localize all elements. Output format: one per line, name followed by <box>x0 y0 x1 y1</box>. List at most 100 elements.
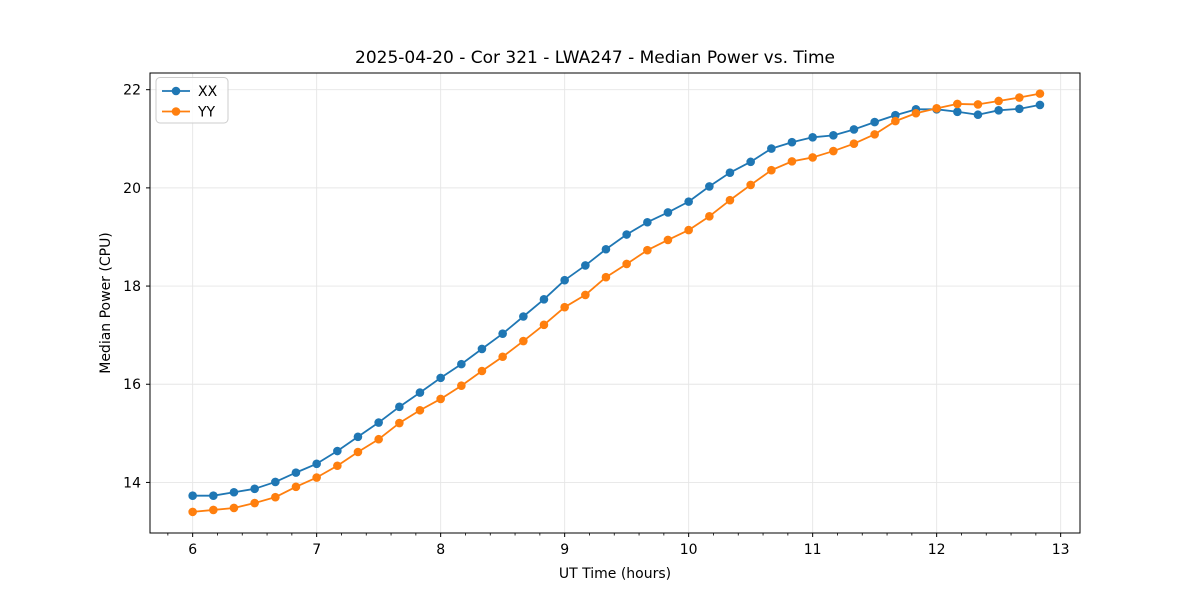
series-yy-marker <box>849 139 859 148</box>
series-xx-marker <box>787 137 797 147</box>
series-xx-marker <box>250 484 259 494</box>
legend: XX YY <box>155 77 229 124</box>
series-yy <box>188 89 1045 517</box>
series-yy-marker <box>1015 93 1024 102</box>
y-tick-label: 18 <box>123 279 141 295</box>
series-xx-marker <box>498 329 507 338</box>
series-yy-marker <box>953 99 962 109</box>
series-yy-marker <box>498 352 507 362</box>
series-yy-marker <box>229 503 239 513</box>
series-yy-marker <box>539 320 549 330</box>
series-xx-marker <box>560 275 569 285</box>
series-xx-marker <box>891 110 900 120</box>
x-tick-label: 13 <box>1052 542 1070 558</box>
series-yy-marker <box>333 461 342 471</box>
series-xx-marker <box>333 446 342 456</box>
legend-marker-yy <box>171 107 181 116</box>
data-series <box>188 89 1045 517</box>
x-tick-label: 12 <box>928 542 946 558</box>
series-xx-marker <box>415 388 425 397</box>
legend-frame <box>155 77 229 124</box>
series-xx-marker <box>725 168 735 177</box>
series-xx-marker <box>581 261 590 270</box>
series-yy-marker <box>808 153 817 162</box>
series-xx-marker <box>767 144 776 153</box>
series-yy-marker <box>374 434 383 444</box>
series-xx-marker <box>870 117 879 127</box>
series-yy-marker <box>353 447 363 457</box>
series-yy-marker <box>829 146 838 156</box>
x-axis-label: UT Time (hours) <box>559 566 671 582</box>
series-xx-marker <box>849 125 859 134</box>
x-tick-label: 9 <box>560 542 569 558</box>
series-yy-marker <box>911 108 921 118</box>
x-tick-label: 8 <box>436 542 445 558</box>
series-yy-marker <box>581 290 590 300</box>
series-xx-marker <box>539 295 549 304</box>
series-yy-marker <box>663 235 673 245</box>
series-xx-marker <box>1015 104 1024 114</box>
series-yy-marker <box>932 104 941 113</box>
series-yy-marker <box>973 100 983 109</box>
series-xx-marker <box>209 491 218 500</box>
series-xx-marker <box>808 133 817 142</box>
series-yy-marker <box>684 225 693 235</box>
series-yy-marker <box>209 505 218 515</box>
series-yy-marker <box>870 130 879 139</box>
series-yy-marker <box>601 272 611 282</box>
series-xx-marker <box>229 487 239 497</box>
series-yy-marker <box>746 180 755 190</box>
legend-label-xx: XX <box>198 84 218 100</box>
y-tick-label: 20 <box>123 181 141 197</box>
series-yy-marker <box>188 507 197 517</box>
series-yy-marker <box>705 212 714 221</box>
series-xx-marker <box>973 110 983 120</box>
series-xx-marker <box>953 107 962 117</box>
series-xx-marker <box>188 491 197 500</box>
legend-label-yy: YY <box>197 105 216 121</box>
series-yy-marker <box>395 418 404 428</box>
series-xx-marker <box>457 359 466 369</box>
axis-ticks <box>146 89 1062 537</box>
series-yy-marker <box>767 165 776 175</box>
series-xx-marker <box>601 244 611 254</box>
tick-labels: 6 7 8 9 10 11 12 13 14 16 18 20 22 <box>123 83 1069 558</box>
series-yy-marker <box>787 157 797 166</box>
series-xx-marker <box>353 432 363 442</box>
y-tick-label: 16 <box>123 377 141 393</box>
legend-marker-xx <box>171 86 181 96</box>
series-yy-marker <box>891 116 900 126</box>
series-xx-marker <box>746 157 755 167</box>
series-yy-line <box>192 92 1041 513</box>
chart-title: 2025-04-20 - Cor 321 - LWA247 - Median P… <box>355 48 835 68</box>
series-xx-marker <box>436 373 445 383</box>
series-yy-marker <box>271 492 280 502</box>
series-yy-marker <box>560 302 569 312</box>
series-xx-marker <box>271 477 280 487</box>
series-xx-marker <box>622 230 631 239</box>
series-yy-marker <box>622 259 631 269</box>
series-yy-marker <box>312 473 321 482</box>
series-xx-marker <box>663 208 673 217</box>
x-tick-label: 7 <box>312 542 321 558</box>
y-tick-label: 14 <box>123 475 141 491</box>
series-yy-marker <box>436 394 445 404</box>
series-xx-marker <box>684 197 693 206</box>
series-yy-marker <box>250 498 259 508</box>
series-xx-marker <box>829 131 838 140</box>
series-yy-marker <box>477 366 487 376</box>
series-xx-marker <box>994 106 1003 115</box>
series-xx-marker <box>477 344 487 354</box>
series-xx-marker <box>395 402 404 412</box>
series-yy-marker <box>519 336 528 346</box>
y-axis-label: Median Power (CPU) <box>98 232 114 374</box>
gridlines <box>150 73 1080 533</box>
series-yy-marker <box>1035 89 1045 98</box>
y-tick-label: 22 <box>123 83 141 99</box>
plot-border <box>149 72 1081 534</box>
series-xx-marker <box>519 312 528 321</box>
series-xx-marker <box>643 217 652 227</box>
series-xx-marker <box>312 459 321 469</box>
